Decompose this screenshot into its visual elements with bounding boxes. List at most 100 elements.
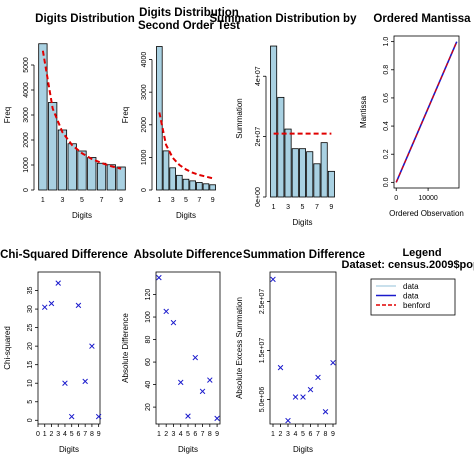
- x-tick-label: 5: [301, 204, 305, 211]
- y-tick-label: 0.0: [383, 177, 390, 187]
- y-tick-label: 10: [27, 379, 34, 387]
- panel-7: Summation Difference Digits Absolute Exces…: [235, 249, 365, 454]
- x-tick-label: 7: [197, 197, 201, 204]
- y-tick-label: 2000: [141, 117, 148, 133]
- point-stroke: [207, 377, 213, 383]
- point-stroke: [199, 388, 206, 395]
- point-stroke: [214, 415, 220, 422]
- x-tick-label: 7: [315, 204, 319, 211]
- point-stroke: [177, 379, 184, 386]
- y-axis-label: Mantissa: [359, 95, 368, 128]
- plot-frame: [155, 271, 221, 425]
- data-point-digit-7: [315, 374, 321, 381]
- data-point-digit-5: [300, 394, 306, 400]
- data-point-digit-5: [185, 413, 191, 419]
- x-tick-label: 1: [157, 197, 161, 204]
- x-tick-label: 1: [41, 197, 45, 204]
- y-tick-label: 100: [145, 311, 152, 323]
- legend-box: [370, 278, 456, 316]
- point-stroke: [163, 308, 169, 315]
- plot-frame: [269, 271, 337, 425]
- panel-title: Digits Distribution: [35, 13, 135, 25]
- bar-digit-2: [277, 96, 285, 198]
- y-tick-label: 20: [27, 342, 34, 350]
- data-point-digit-4: [62, 380, 68, 386]
- data-point-digit-7: [199, 388, 206, 395]
- bar-digit-8: [106, 164, 116, 191]
- bar-digit-6: [189, 180, 196, 191]
- bar-digit-2: [48, 102, 58, 191]
- data-point-digit-2: [163, 308, 169, 315]
- x-tick-label: 8: [90, 431, 94, 438]
- x-tick-label: 8: [324, 431, 328, 438]
- y-tick-label: 25: [27, 324, 34, 332]
- x-tick-label: 6: [76, 431, 80, 438]
- panel-4: Ordered Mantissa Ordered Observation Manti…: [359, 13, 471, 218]
- data-point-digit-8: [322, 408, 329, 415]
- y-tick-label: 2.5e+07: [259, 289, 266, 315]
- data-point-digit-7: [82, 378, 88, 385]
- bar-digit-8: [320, 142, 328, 198]
- bar-digit-1: [38, 43, 48, 191]
- data-point-digit-6: [192, 354, 199, 361]
- y-tick-label: 5: [27, 400, 34, 404]
- data-point-digit-4: [292, 394, 299, 400]
- y-tick-label: 0: [27, 418, 34, 422]
- panel-3: Summation Distribution by Digits Summation…: [210, 13, 358, 227]
- bar-digit-6: [306, 151, 314, 198]
- bar-digit-9: [209, 184, 216, 191]
- x-tick-label: 4: [179, 431, 183, 438]
- y-tick-label: 0.8: [383, 65, 390, 75]
- panel-1: Digits Distribution Digits Freq 0 1000 2000 30…: [3, 13, 135, 220]
- bar-digit-7: [196, 182, 203, 191]
- data-point-digit-8: [89, 343, 95, 349]
- point-stroke: [315, 374, 321, 381]
- y-tick-label: 4000: [23, 82, 30, 98]
- y-axis-label: Chi-squared: [3, 326, 12, 370]
- bar-digit-6: [87, 157, 97, 191]
- x-tick-label: 8: [208, 431, 212, 438]
- x-tick-label: 1: [272, 204, 276, 211]
- data-point-digit-2: [277, 364, 284, 371]
- x-tick-label: 2: [164, 431, 168, 438]
- point-stroke: [82, 378, 88, 385]
- x-axis-label: Digits: [72, 211, 92, 220]
- bar-digit-1: [156, 46, 163, 191]
- bar-digit-5: [77, 150, 87, 191]
- x-tick-label: 3: [286, 431, 290, 438]
- x-tick-label: 7: [100, 197, 104, 204]
- y-tick-label: 1.0: [383, 37, 390, 47]
- x-axis-label: Digits: [176, 211, 196, 220]
- point-stroke: [75, 302, 82, 309]
- x-axis-label: Digits: [178, 445, 198, 454]
- x-tick-label: 3: [56, 431, 60, 438]
- y-axis-label: Summation: [235, 98, 244, 138]
- point-stroke: [48, 300, 55, 307]
- x-tick-label: 2: [50, 431, 54, 438]
- point-stroke: [277, 364, 284, 371]
- panel-title: Absolute Difference: [134, 249, 243, 261]
- point-stroke: [270, 276, 276, 283]
- y-tick-label: 1000: [141, 150, 148, 166]
- y-tick-label: 4e+07: [255, 66, 262, 86]
- x-tick-label: 6: [309, 431, 313, 438]
- panel-title: Summation Distribution by: [210, 13, 358, 25]
- mantissa-benford-line: [395, 41, 458, 183]
- panel-5: Chi-Squared Difference Digits Chi-squared 0…: [0, 249, 128, 454]
- panel-title: Summation Difference: [243, 249, 365, 261]
- bar-digit-8: [202, 183, 210, 191]
- x-tick-label: 1: [271, 431, 275, 438]
- x-tick-label: 9: [97, 431, 101, 438]
- y-tick-label: 5000: [23, 57, 30, 73]
- point-stroke: [62, 380, 68, 386]
- y-tick-label: 0.2: [383, 149, 390, 159]
- point-stroke: [170, 319, 177, 326]
- x-tick-label: 7: [201, 431, 205, 438]
- x-tick-label: 9: [331, 431, 335, 438]
- y-tick-label: 2e+07: [255, 127, 262, 147]
- y-tick-label: 15: [27, 361, 34, 369]
- y-tick-label: 35: [27, 287, 34, 295]
- y-tick-label: 80: [145, 336, 152, 344]
- data-point-digit-5: [68, 413, 75, 420]
- bar-digit-7: [96, 162, 107, 191]
